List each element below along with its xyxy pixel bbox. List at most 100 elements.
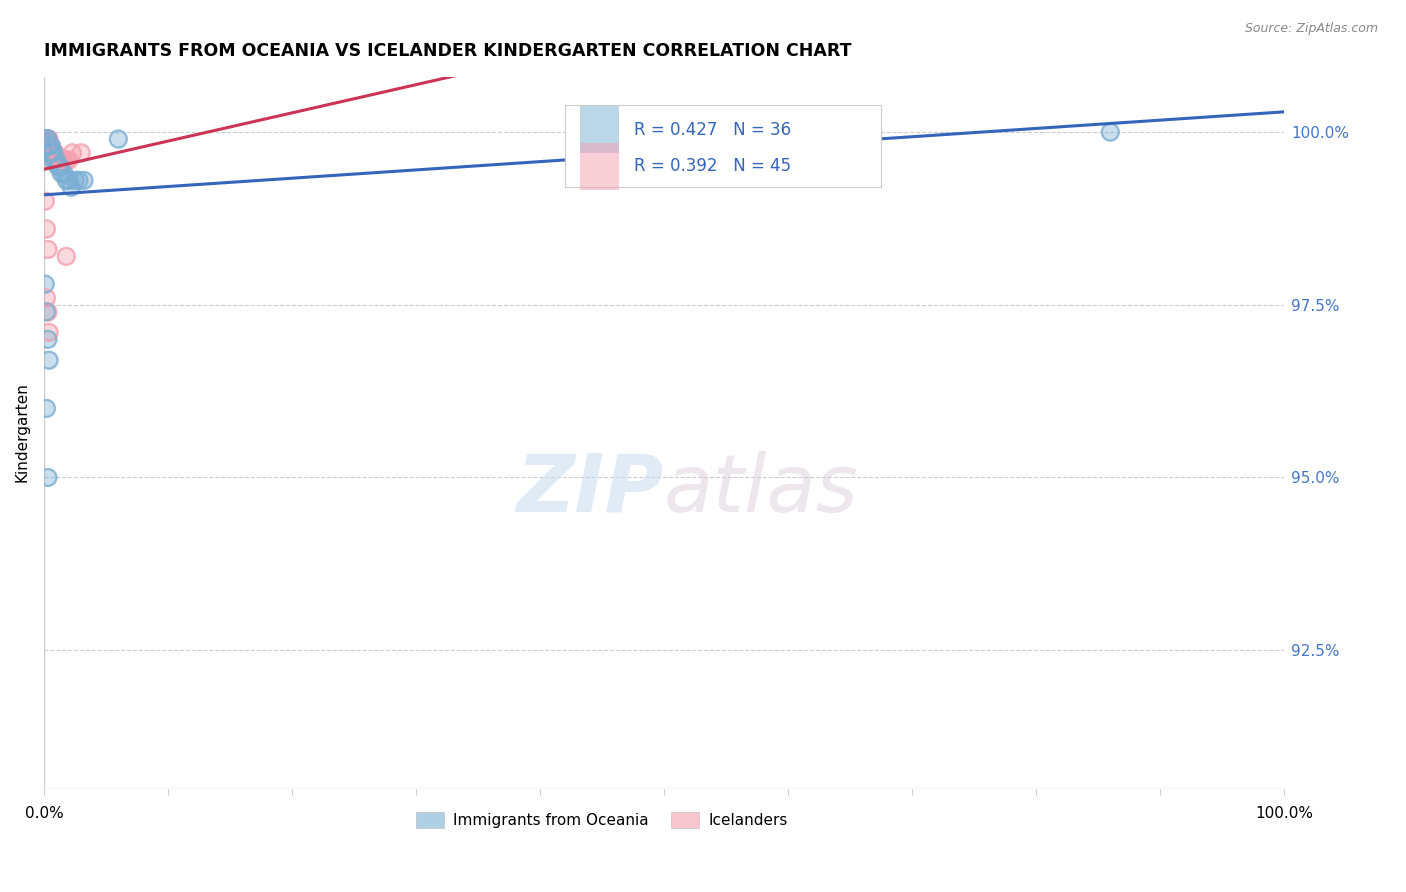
Point xyxy=(35,291,58,305)
Point xyxy=(49,160,72,174)
Point xyxy=(39,138,62,153)
Point xyxy=(39,138,62,153)
Point xyxy=(49,153,72,167)
Point xyxy=(38,326,60,340)
Point xyxy=(34,132,56,146)
Point xyxy=(38,326,60,340)
Point xyxy=(58,153,80,167)
Point xyxy=(60,180,83,194)
Point xyxy=(41,138,63,153)
Point xyxy=(38,138,60,153)
Point xyxy=(37,153,59,167)
Point xyxy=(37,138,59,153)
Text: ZIP: ZIP xyxy=(516,450,664,529)
Point xyxy=(46,160,69,174)
Point xyxy=(34,132,56,146)
Point xyxy=(55,249,77,263)
Point xyxy=(72,173,94,187)
Point xyxy=(48,160,70,174)
Point xyxy=(46,160,69,174)
Point xyxy=(41,145,63,160)
Point xyxy=(39,138,62,153)
Point xyxy=(44,153,66,167)
Point xyxy=(51,153,73,167)
Point xyxy=(37,138,59,153)
Point xyxy=(39,145,62,160)
Point xyxy=(46,153,69,167)
Point xyxy=(52,166,75,180)
Point xyxy=(52,166,75,180)
Point xyxy=(1099,125,1122,139)
Point xyxy=(41,138,63,153)
Point xyxy=(53,153,76,167)
Point xyxy=(41,145,63,160)
Point xyxy=(44,145,66,160)
Point xyxy=(51,153,73,167)
Point xyxy=(41,145,63,160)
Point xyxy=(38,145,60,160)
Point xyxy=(35,291,58,305)
Point xyxy=(45,153,67,167)
Point xyxy=(41,145,63,160)
Point xyxy=(37,470,59,484)
Point xyxy=(34,194,56,208)
Point xyxy=(38,138,60,153)
Point xyxy=(37,470,59,484)
Point xyxy=(35,132,58,146)
Point xyxy=(38,132,60,146)
Point xyxy=(51,166,73,180)
Point xyxy=(37,132,59,146)
Point xyxy=(67,173,90,187)
Point xyxy=(41,138,63,153)
Text: R = 0.392   N = 45: R = 0.392 N = 45 xyxy=(634,158,792,176)
Point xyxy=(37,332,59,346)
Point xyxy=(35,401,58,416)
Point xyxy=(39,138,62,153)
Point xyxy=(35,132,58,146)
Text: 100.0%: 100.0% xyxy=(1256,806,1313,822)
Point xyxy=(41,145,63,160)
Point xyxy=(44,153,66,167)
Point xyxy=(34,194,56,208)
Point xyxy=(58,173,80,187)
Point xyxy=(35,304,58,318)
Point xyxy=(35,401,58,416)
Point xyxy=(41,145,63,160)
Point xyxy=(35,132,58,146)
Text: Source: ZipAtlas.com: Source: ZipAtlas.com xyxy=(1244,22,1378,36)
Point xyxy=(35,138,58,153)
Point xyxy=(37,138,59,153)
Point xyxy=(37,138,59,153)
Point xyxy=(45,153,67,167)
Point xyxy=(67,173,90,187)
Text: 0.0%: 0.0% xyxy=(24,806,63,822)
Point xyxy=(37,132,59,146)
Point xyxy=(55,173,77,187)
Point xyxy=(34,132,56,146)
Point xyxy=(39,145,62,160)
Point xyxy=(63,173,86,187)
Point xyxy=(1099,125,1122,139)
FancyBboxPatch shape xyxy=(579,106,619,153)
Point xyxy=(35,221,58,235)
Point xyxy=(41,138,63,153)
Point xyxy=(58,153,80,167)
Point xyxy=(58,173,80,187)
Point xyxy=(34,132,56,146)
Point xyxy=(38,145,60,160)
Point xyxy=(37,132,59,146)
Point xyxy=(37,332,59,346)
Point xyxy=(37,243,59,257)
Point xyxy=(42,145,65,160)
Point xyxy=(41,145,63,160)
Point xyxy=(39,145,62,160)
Point xyxy=(34,277,56,291)
Text: R = 0.427   N = 36: R = 0.427 N = 36 xyxy=(634,120,792,138)
Point xyxy=(42,145,65,160)
Point xyxy=(38,138,60,153)
Point xyxy=(72,173,94,187)
Point xyxy=(35,132,58,146)
FancyBboxPatch shape xyxy=(579,144,619,190)
Point xyxy=(37,153,59,167)
Legend: Immigrants from Oceania, Icelanders: Immigrants from Oceania, Icelanders xyxy=(411,806,793,834)
